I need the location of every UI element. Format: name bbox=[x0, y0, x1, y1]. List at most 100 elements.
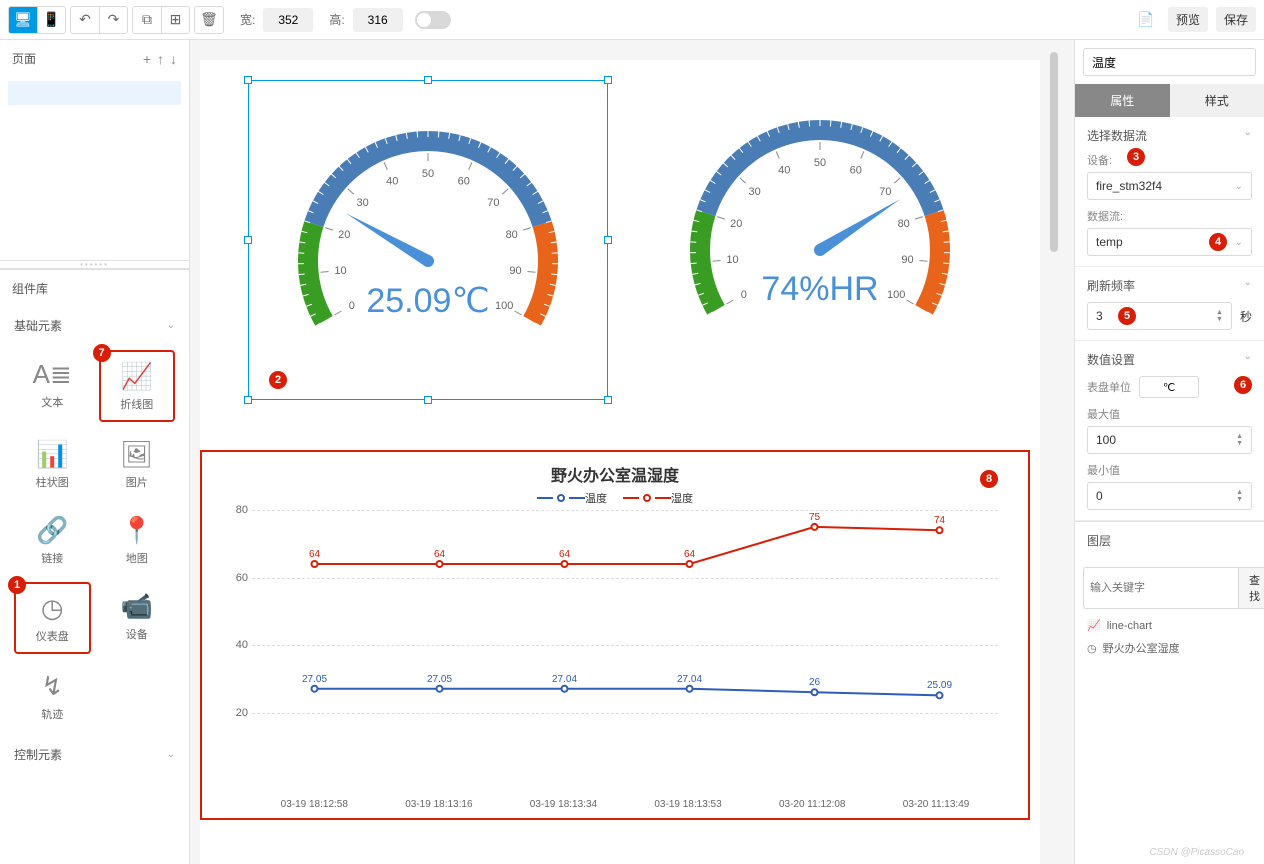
resize-handle[interactable] bbox=[604, 396, 612, 404]
basic-elements-header[interactable]: 基础元素 ⌄ bbox=[0, 307, 189, 344]
gauge-humidity-wrap[interactable]: 010203040506070809010074%HR bbox=[670, 80, 970, 380]
datastream-section-header[interactable]: 选择数据流 ⌄ bbox=[1087, 127, 1252, 144]
tab-style[interactable]: 样式 bbox=[1170, 84, 1264, 117]
spinner-icon[interactable]: ▲▼ bbox=[1236, 433, 1243, 447]
move-up-icon[interactable]: ↑ bbox=[157, 51, 164, 67]
max-label: 最大值 bbox=[1087, 406, 1252, 422]
svg-text:50: 50 bbox=[422, 168, 434, 180]
min-value-input[interactable]: 0 ▲▼ bbox=[1087, 482, 1252, 510]
x-tick-label: 03-20 11:13:49 bbox=[903, 799, 970, 810]
line-chart[interactable]: 8 野火办公室温湿度 温度 湿度 80604020 646464647574 2… bbox=[200, 450, 1030, 820]
x-tick-label: 03-20 11:12:08 bbox=[779, 799, 846, 810]
component-item-折线图[interactable]: 📈 折线图7 bbox=[99, 350, 176, 422]
delete-button[interactable]: 🗑 bbox=[195, 7, 223, 33]
resize-handle[interactable] bbox=[244, 236, 252, 244]
mobile-mode-button[interactable]: 📱 bbox=[37, 7, 65, 33]
component-label: 柱状图 bbox=[36, 474, 69, 490]
page-item[interactable] bbox=[8, 81, 181, 105]
component-item-地图[interactable]: 📍 地图 bbox=[99, 506, 176, 574]
tab-attributes[interactable]: 属性 bbox=[1075, 84, 1170, 117]
annotation-3: 3 bbox=[1127, 148, 1145, 166]
desktop-mode-button[interactable]: 🖥 bbox=[9, 7, 37, 33]
unit-label: 表盘单位 bbox=[1087, 379, 1131, 395]
component-icon: ↯ bbox=[41, 670, 63, 702]
width-input[interactable] bbox=[263, 8, 313, 32]
component-icon: 📍 bbox=[121, 514, 153, 546]
component-label: 仪表盘 bbox=[36, 628, 69, 644]
unit-input[interactable] bbox=[1139, 376, 1199, 398]
gauge-temperature-selection[interactable]: 2 010203040506070809010025.09℃ bbox=[248, 80, 608, 400]
add-page-icon[interactable]: + bbox=[143, 51, 151, 67]
resize-handle[interactable] bbox=[424, 396, 432, 404]
pages-header: 页面 + ↑ ↓ bbox=[0, 40, 189, 77]
height-input[interactable] bbox=[353, 8, 403, 32]
svg-text:30: 30 bbox=[356, 197, 368, 209]
resize-handle[interactable] bbox=[424, 76, 432, 84]
component-library: 基础元素 ⌄ A≣ 文本📈 折线图7📊 柱状图🖼 图片🔗 链接📍 地图◷ 仪表盘… bbox=[0, 307, 189, 864]
refresh-unit: 秒 bbox=[1240, 308, 1252, 325]
device-label: 设备: bbox=[1087, 155, 1112, 167]
chart-plot-area: 80604020 646464647574 27.0527.0527.0427.… bbox=[222, 510, 1008, 810]
chevron-down-icon: ⌄ bbox=[1244, 127, 1252, 144]
component-item-链接[interactable]: 🔗 链接 bbox=[14, 506, 91, 574]
delete-group: 🗑 bbox=[194, 6, 224, 34]
control-elements-header[interactable]: 控制元素 ⌄ bbox=[0, 736, 189, 773]
resize-handle[interactable] bbox=[244, 396, 252, 404]
component-label: 设备 bbox=[126, 626, 148, 642]
copy-button[interactable]: ⧉ bbox=[133, 7, 161, 33]
component-item-图片[interactable]: 🖼 图片 bbox=[99, 430, 176, 498]
svg-text:30: 30 bbox=[748, 186, 760, 198]
component-item-轨迹[interactable]: ↯ 轨迹 bbox=[14, 662, 91, 730]
property-tabs: 属性 样式 bbox=[1075, 84, 1264, 117]
svg-text:80: 80 bbox=[506, 229, 518, 241]
max-value-input[interactable]: 100 ▲▼ bbox=[1087, 426, 1252, 454]
min-label: 最小值 bbox=[1087, 462, 1252, 478]
component-icon: 📹 bbox=[121, 590, 153, 622]
component-item-文本[interactable]: A≣ 文本 bbox=[14, 350, 91, 422]
redo-button[interactable]: ↷ bbox=[99, 7, 127, 33]
component-item-设备[interactable]: 📹 设备 bbox=[99, 582, 176, 654]
layer-section-header: 图层 bbox=[1087, 532, 1252, 549]
resize-handle[interactable] bbox=[244, 76, 252, 84]
save-button[interactable]: 保存 bbox=[1216, 7, 1256, 32]
svg-text:40: 40 bbox=[386, 176, 398, 188]
panel-resize-handle[interactable]: •••••• bbox=[0, 261, 189, 269]
annotation-1: 1 bbox=[8, 576, 26, 594]
refresh-rate-input[interactable]: 3 5 ▲▼ bbox=[1087, 302, 1232, 330]
component-label: 地图 bbox=[126, 550, 148, 566]
layer-item[interactable]: ◷野火办公室湿度 bbox=[1075, 636, 1264, 660]
layer-search-button[interactable]: 查找 bbox=[1239, 567, 1264, 609]
component-icon: 🔗 bbox=[36, 514, 68, 546]
legend-item: 温度 bbox=[537, 490, 607, 506]
chevron-down-icon: ⌄ bbox=[1244, 277, 1252, 294]
device-mode-group: 🖥 📱 bbox=[8, 6, 66, 34]
component-item-柱状图[interactable]: 📊 柱状图 bbox=[14, 430, 91, 498]
layer-search-input[interactable] bbox=[1083, 567, 1239, 609]
grid-button[interactable]: ⊞ bbox=[161, 7, 189, 33]
value-section-header[interactable]: 数值设置 ⌄ bbox=[1087, 351, 1252, 368]
component-label: 图片 bbox=[126, 474, 148, 490]
spinner-icon[interactable]: ▲▼ bbox=[1236, 489, 1243, 503]
element-title-input[interactable] bbox=[1083, 48, 1256, 76]
spinner-icon[interactable]: ▲▼ bbox=[1216, 309, 1223, 323]
canvas-scrollbar[interactable] bbox=[1050, 52, 1058, 252]
resize-handle[interactable] bbox=[604, 236, 612, 244]
stream-select[interactable]: temp 4 ⌄ bbox=[1087, 228, 1252, 256]
device-select[interactable]: fire_stm32f4 ⌄ bbox=[1087, 172, 1252, 200]
doc-icon[interactable]: 📄 bbox=[1132, 7, 1160, 33]
svg-text:20: 20 bbox=[730, 218, 742, 230]
preview-button[interactable]: 预览 bbox=[1168, 7, 1208, 32]
refresh-section-header[interactable]: 刷新频率 ⌄ bbox=[1087, 277, 1252, 294]
pages-list bbox=[0, 81, 189, 261]
undo-button[interactable]: ↶ bbox=[71, 7, 99, 33]
lock-ratio-switch[interactable] bbox=[415, 11, 451, 29]
watermark: CSDN @PicassoCao bbox=[1149, 847, 1244, 858]
layer-item[interactable]: 📈line-chart bbox=[1075, 615, 1264, 636]
move-down-icon[interactable]: ↓ bbox=[170, 51, 177, 67]
component-item-仪表盘[interactable]: ◷ 仪表盘1 bbox=[14, 582, 91, 654]
legend-item: 湿度 bbox=[623, 490, 693, 506]
canvas[interactable]: 2 010203040506070809010025.09℃ 010203040… bbox=[200, 60, 1040, 864]
undo-redo-group: ↶ ↷ bbox=[70, 6, 128, 34]
svg-text:40: 40 bbox=[778, 165, 790, 177]
resize-handle[interactable] bbox=[604, 76, 612, 84]
